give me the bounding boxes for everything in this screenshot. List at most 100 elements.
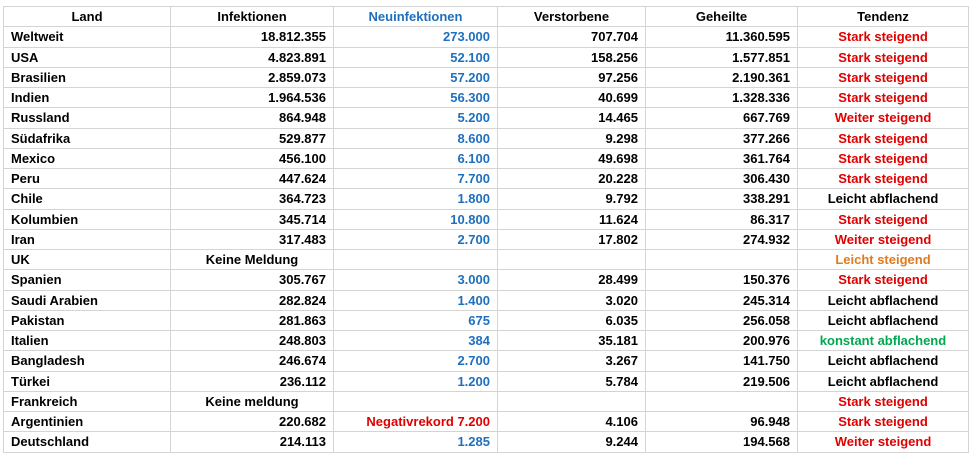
number-cell: 4.823.891: [170, 46, 334, 68]
tendency-cell: Leicht steigend: [797, 248, 969, 271]
number-cell: 4.106: [497, 410, 646, 433]
tendency-cell: Weiter steigend: [797, 431, 969, 453]
number-cell: 274.932: [645, 228, 798, 251]
number-cell: 28.499: [497, 269, 646, 291]
tendency-cell: Leicht abflachend: [797, 309, 969, 332]
number-cell: 57.200: [333, 66, 498, 89]
number-cell: [497, 248, 646, 271]
country-cell: USA: [3, 46, 171, 68]
table-row: Mexico 456.100 6.100 49.698 361.764 Stark ste…: [3, 147, 969, 170]
number-cell: 141.750: [645, 350, 798, 372]
table-row: Peru 447.624 7.700 20.228 306.430 Stark steig…: [3, 167, 969, 190]
tendency-cell: konstant abflachend: [797, 329, 969, 352]
number-cell: 40.699: [497, 86, 646, 109]
column-header: Verstorbene: [497, 5, 646, 28]
number-cell: 361.764: [645, 147, 798, 170]
number-cell: 214.113: [170, 431, 334, 453]
number-cell: 707.704: [497, 26, 646, 48]
column-header: Neuinfektionen: [333, 5, 498, 28]
table-row: Kolumbien 345.714 10.800 11.624 86.317 Stark …: [3, 208, 969, 230]
number-cell: 2.700: [333, 350, 498, 372]
number-cell: Negativrekord 7.200: [333, 410, 498, 433]
table-row: Frankreich Keine meldung Stark steigend: [3, 390, 969, 413]
number-cell: 1.800: [333, 188, 498, 210]
number-cell: 377.266: [645, 127, 798, 149]
table-row: Spanien 305.767 3.000 28.499 150.376 Stark st…: [3, 269, 969, 291]
tendency-cell: Leicht abflachend: [797, 350, 969, 372]
country-cell: UK: [3, 248, 171, 271]
table-row: Italien 248.803 384 35.181 200.976 konstant a…: [3, 329, 969, 352]
number-cell: 2.859.073: [170, 66, 334, 89]
tendency-cell: Stark steigend: [797, 66, 969, 89]
table-body: Weltweit 18.812.355 273.000 707.704 11.360.5…: [3, 26, 969, 453]
country-cell: Deutschland: [3, 431, 171, 453]
number-cell: 219.506: [645, 370, 798, 392]
number-cell: 8.600: [333, 127, 498, 149]
country-cell: Kolumbien: [3, 208, 171, 230]
number-cell: 194.568: [645, 431, 798, 453]
tendency-cell: Leicht abflachend: [797, 289, 969, 311]
number-cell: 52.100: [333, 46, 498, 68]
table-row: Pakistan 281.863 675 6.035 256.058 Leicht abf…: [3, 309, 969, 332]
number-cell: [333, 390, 498, 413]
number-cell: 667.769: [645, 107, 798, 129]
number-cell: 864.948: [170, 107, 334, 129]
tendency-cell: Stark steigend: [797, 208, 969, 230]
number-cell: 1.328.336: [645, 86, 798, 109]
number-cell: 56.300: [333, 86, 498, 109]
number-cell: 97.256: [497, 66, 646, 89]
tendency-cell: Weiter steigend: [797, 107, 969, 129]
number-cell: 236.112: [170, 370, 334, 392]
number-cell: 456.100: [170, 147, 334, 170]
number-cell: 14.465: [497, 107, 646, 129]
table-row: Saudi Arabien 282.824 1.400 3.020 245.314 Lei…: [3, 289, 969, 311]
number-cell: 5.784: [497, 370, 646, 392]
table-row: Argentinien 220.682 Negativrekord 7.200 4.1…: [3, 410, 969, 433]
column-header: Infektionen: [170, 5, 334, 28]
country-cell: Peru: [3, 167, 171, 190]
country-cell: Saudi Arabien: [3, 289, 171, 311]
number-cell: 306.430: [645, 167, 798, 190]
column-header: Geheilte: [645, 5, 798, 28]
tendency-cell: Stark steigend: [797, 86, 969, 109]
tendency-cell: Stark steigend: [797, 26, 969, 48]
country-cell: Indien: [3, 86, 171, 109]
tendency-cell: Leicht abflachend: [797, 188, 969, 210]
country-cell: Frankreich: [3, 390, 171, 413]
number-cell: 256.058: [645, 309, 798, 332]
table-row: Weltweit 18.812.355 273.000 707.704 11.360.5…: [3, 26, 969, 48]
number-cell: Keine meldung: [170, 390, 334, 413]
country-cell: Türkei: [3, 370, 171, 392]
number-cell: 220.682: [170, 410, 334, 433]
number-cell: 158.256: [497, 46, 646, 68]
number-cell: 245.314: [645, 289, 798, 311]
number-cell: 3.020: [497, 289, 646, 311]
number-cell: 529.877: [170, 127, 334, 149]
number-cell: 248.803: [170, 329, 334, 352]
number-cell: 18.812.355: [170, 26, 334, 48]
number-cell: 282.824: [170, 289, 334, 311]
number-cell: 1.200: [333, 370, 498, 392]
number-cell: 384: [333, 329, 498, 352]
number-cell: 11.624: [497, 208, 646, 230]
number-cell: 281.863: [170, 309, 334, 332]
number-cell: 2.700: [333, 228, 498, 251]
country-cell: Brasilien: [3, 66, 171, 89]
number-cell: 7.700: [333, 167, 498, 190]
country-cell: Pakistan: [3, 309, 171, 332]
number-cell: 96.948: [645, 410, 798, 433]
number-cell: 3.267: [497, 350, 646, 372]
country-cell: Russland: [3, 107, 171, 129]
tendency-cell: Stark steigend: [797, 390, 969, 413]
number-cell: 200.976: [645, 329, 798, 352]
country-cell: Spanien: [3, 269, 171, 291]
table-row: Südafrika 529.877 8.600 9.298 377.266 Stark s…: [3, 127, 969, 149]
number-cell: 150.376: [645, 269, 798, 291]
tendency-cell: Stark steigend: [797, 410, 969, 433]
number-cell: 35.181: [497, 329, 646, 352]
column-header: Land: [3, 5, 171, 28]
table-row: Chile 364.723 1.800 9.792 338.291 Leicht abfl…: [3, 188, 969, 210]
number-cell: 1.577.851: [645, 46, 798, 68]
tendency-cell: Stark steigend: [797, 167, 969, 190]
number-cell: [333, 248, 498, 271]
